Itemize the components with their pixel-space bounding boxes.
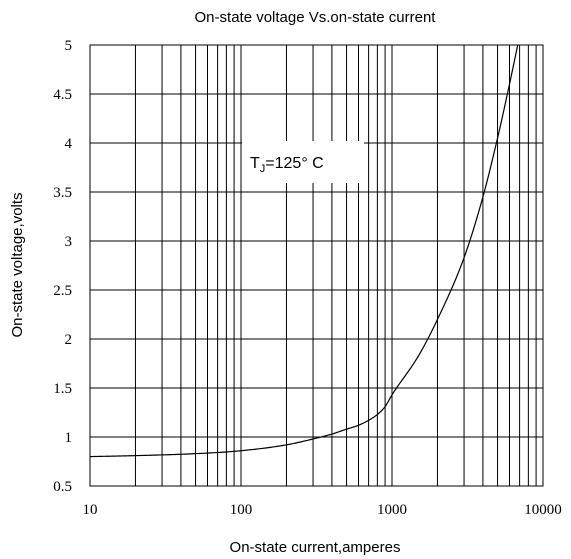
plot-frame (89, 44, 544, 487)
annotation-box (242, 141, 364, 183)
y-tick-label: 1.5 (53, 381, 72, 397)
y-tick-label: 2 (65, 332, 73, 348)
y-tick-label: 2.5 (53, 283, 72, 299)
x-axis-label: On-state current,amperes (230, 539, 401, 556)
y-tick-label: 3 (65, 234, 73, 250)
chart-title: On-state voltage Vs.on-state current (195, 9, 437, 26)
y-tick-label: 1 (65, 430, 73, 446)
x-tick-label: 100 (230, 502, 253, 518)
y-tick-label: 3.5 (53, 185, 72, 201)
y-tick-label: 5 (65, 38, 73, 54)
y-tick-label: 4.5 (53, 87, 72, 103)
y-tick-label: 4 (65, 136, 73, 152)
x-tick-label: 1000 (377, 502, 407, 518)
grid (90, 45, 543, 486)
x-tick-label: 10 (83, 502, 98, 518)
series-line (89, 44, 519, 458)
annotation-label: TJ=125° C (250, 155, 324, 175)
x-tick-label: 10000 (524, 502, 562, 518)
tick-labels: 0.5 1 1.5 2 2.5 3 3.5 4 4.5 5 10 100 1000 10000 (53, 38, 562, 518)
y-tick-label: 0.5 (53, 479, 72, 495)
y-axis-label: On-state voltage,volts (9, 192, 26, 337)
